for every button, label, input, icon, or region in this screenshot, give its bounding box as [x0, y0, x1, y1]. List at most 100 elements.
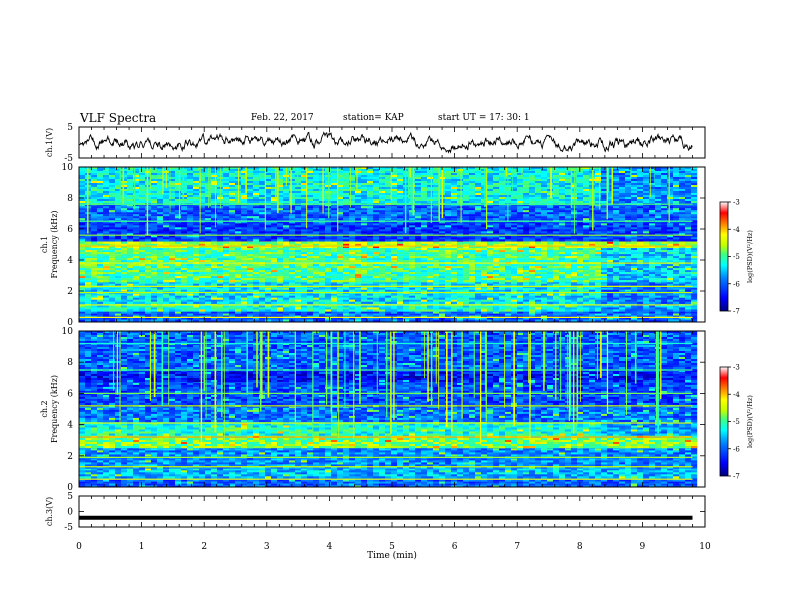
- spec1-cell: [205, 250, 212, 253]
- spec1-cell: [529, 248, 536, 251]
- spec1-cell: [685, 287, 692, 290]
- spec1-cell: [289, 287, 296, 290]
- spec1-cell: [481, 266, 488, 269]
- spec1-cell: [451, 307, 458, 310]
- spec1-cell: [445, 243, 452, 246]
- spec1-cell: [409, 248, 416, 251]
- spec1-cell: [79, 297, 86, 300]
- spec1-cell: [547, 319, 554, 322]
- spec1-cell: [397, 266, 404, 269]
- spec1-cell: [367, 223, 374, 226]
- spec1-cell: [457, 278, 464, 281]
- spec1-cell: [133, 227, 140, 230]
- spec1-cell: [385, 258, 392, 261]
- spec1-cell: [121, 252, 128, 255]
- spec1-cell: [337, 313, 344, 316]
- spec1-cell: [487, 311, 494, 314]
- spec1-cell: [667, 295, 674, 298]
- spec1-cell: [403, 299, 410, 302]
- spec1-cell: [589, 250, 596, 253]
- spec1-cell: [625, 319, 632, 322]
- spec1-cell: [505, 274, 512, 277]
- spec1-cell: [385, 315, 392, 318]
- spec1-cell: [457, 307, 464, 310]
- spec1-cell: [235, 245, 242, 248]
- spec1-cell: [241, 317, 248, 320]
- spec1-cell: [655, 278, 662, 281]
- spec1-cell: [283, 287, 290, 290]
- spec1-cell: [457, 241, 464, 244]
- spec1-cell: [649, 268, 656, 271]
- spec1-cell: [589, 283, 596, 286]
- spec1-cell: [355, 248, 362, 251]
- spec1-cell: [469, 252, 476, 255]
- spec1-cell: [121, 272, 128, 275]
- spec1-cell: [313, 245, 320, 248]
- spec1-cell: [193, 301, 200, 304]
- spec1-cell: [139, 250, 146, 253]
- spec1-cell: [151, 223, 158, 226]
- spec1-cell: [565, 258, 572, 261]
- spec1-cell: [325, 319, 332, 322]
- spec1-cell: [319, 245, 326, 248]
- spec1-cell: [367, 317, 374, 320]
- spec1-cell: [505, 311, 512, 314]
- spec1-cell: [613, 264, 620, 267]
- spec1-cell: [205, 243, 212, 246]
- spec1-cell: [415, 299, 422, 302]
- spec1-cell: [241, 266, 248, 269]
- spec1-cell: [505, 309, 512, 312]
- spec1-cell: [649, 289, 656, 292]
- spec1-cell: [457, 309, 464, 312]
- spec1-cell: [253, 223, 260, 226]
- spec1-cell: [211, 299, 218, 302]
- spec1-cell: [619, 268, 626, 271]
- spec1-cell: [241, 305, 248, 308]
- spec1-cell: [271, 280, 278, 283]
- spec1-cell: [661, 295, 668, 298]
- spec1-cell: [517, 311, 524, 314]
- spec1-cell: [229, 248, 236, 251]
- spec1-cell: [505, 295, 512, 298]
- spec1-cell: [505, 225, 512, 228]
- spec1-cell: [139, 225, 146, 228]
- spec1-cell: [235, 264, 242, 267]
- spec1-cell: [325, 254, 332, 257]
- spec1-cell: [115, 268, 122, 271]
- spec1-cell: [319, 311, 326, 314]
- spec1-cell: [133, 260, 140, 263]
- spec1-cell: [487, 315, 494, 318]
- spec1-cell: [181, 295, 188, 298]
- spec1-cell: [493, 274, 500, 277]
- spec1-cell: [625, 250, 632, 253]
- spec1-cell: [445, 241, 452, 244]
- spec1-cell: [127, 301, 134, 304]
- spec1-cell: [325, 248, 332, 251]
- spec1-cell: [265, 272, 272, 275]
- spec1-cell: [667, 280, 674, 283]
- spec1-cell: [163, 245, 170, 248]
- spec1-cell: [229, 250, 236, 253]
- spec1-cell: [103, 258, 110, 261]
- spec1-cell: [343, 307, 350, 310]
- spec1-cell: [283, 307, 290, 310]
- spec1-cell: [679, 283, 686, 286]
- spec1-cell: [565, 264, 572, 267]
- spec1-cell: [679, 297, 686, 300]
- spec1-cell: [505, 268, 512, 271]
- spec1-cell: [109, 274, 116, 277]
- spec1-cell: [631, 272, 638, 275]
- spec1-cell: [427, 305, 434, 308]
- spec1-cell: [541, 268, 548, 271]
- spec1-cell: [571, 276, 578, 279]
- spec1-cell: [517, 252, 524, 255]
- spec1-cell: [307, 317, 314, 320]
- spec1-cell: [391, 264, 398, 267]
- spec1-cell: [229, 307, 236, 310]
- spec1-cell: [211, 307, 218, 310]
- spec1-cell: [421, 307, 428, 310]
- spec1-cell: [571, 225, 578, 228]
- spec1-cell: [415, 278, 422, 281]
- spec1-cell: [265, 315, 272, 318]
- spec1-cell: [613, 266, 620, 269]
